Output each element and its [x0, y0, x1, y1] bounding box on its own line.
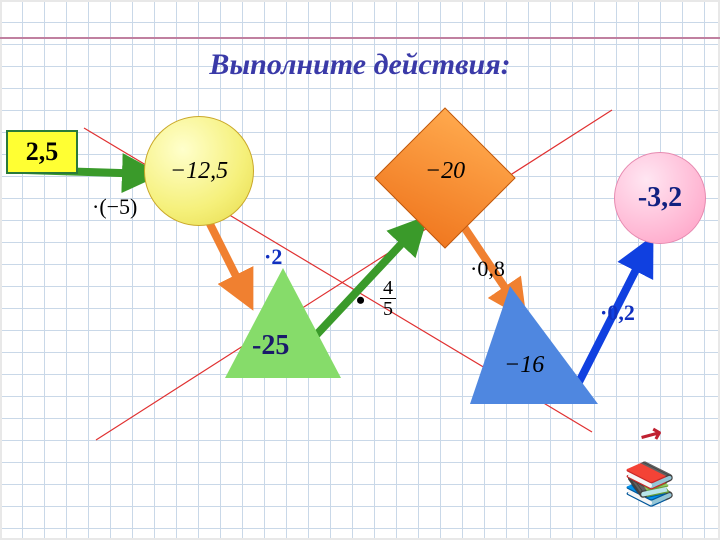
node-pink-circle: -3,2 — [614, 152, 706, 244]
op-step2: ·2 — [264, 244, 282, 270]
node5-value: -3,2 — [638, 182, 682, 214]
pen-hint: ↘ — [632, 418, 669, 452]
node2-value: -25 — [252, 330, 289, 362]
start-value: 2,5 — [26, 137, 59, 167]
node-blue-triangle — [470, 286, 598, 404]
node3-value: −20 — [395, 158, 495, 185]
page-title: Выполните действия: — [0, 48, 720, 82]
node1-value: −12,5 — [170, 158, 228, 185]
op-step3-frac: 4 5 — [380, 278, 396, 319]
frac-num: 4 — [380, 278, 396, 299]
start-box: 2,5 — [6, 130, 78, 174]
top-rule — [0, 37, 720, 39]
frac-den: 5 — [380, 299, 396, 319]
page: Выполните действия: 2,5 ·(−5) −12,5 ·2 -… — [0, 0, 720, 540]
op-step1: ·(−5) — [92, 194, 137, 220]
op-step5: ·0,2 — [600, 300, 635, 326]
op-step4: ·0,8 — [470, 256, 505, 282]
op-step3-dot: • — [356, 286, 365, 316]
node-yellow-circle: −12,5 — [144, 116, 254, 226]
clipart-icon: 📚 — [620, 460, 680, 520]
node4-value: −16 — [504, 352, 544, 379]
